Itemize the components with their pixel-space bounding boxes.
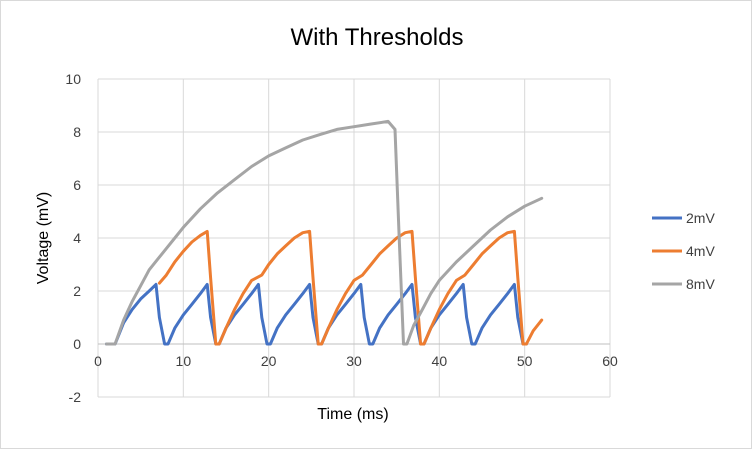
gridlines bbox=[97, 78, 611, 398]
chart-title: With Thresholds bbox=[291, 24, 464, 51]
x-tick-label: 30 bbox=[346, 353, 362, 369]
y-tick-label: 4 bbox=[73, 230, 81, 246]
series-line-4mV bbox=[157, 229, 544, 346]
series-line-8mV bbox=[105, 119, 544, 346]
y-tick-label: 6 bbox=[73, 177, 81, 193]
y-tick-label: 0 bbox=[73, 336, 81, 352]
y-tick-label: 8 bbox=[73, 124, 81, 140]
x-tick-label: 50 bbox=[517, 353, 533, 369]
legend-label: 8mV bbox=[686, 276, 715, 292]
x-tick-label: 40 bbox=[432, 353, 448, 369]
y-tick-label: -2 bbox=[69, 389, 82, 405]
x-axis-title: Time (ms) bbox=[317, 406, 388, 423]
legend-label: 2mV bbox=[686, 210, 715, 226]
x-tick-label: 20 bbox=[261, 353, 277, 369]
x-tick-label: 10 bbox=[176, 353, 192, 369]
x-tick-label: 60 bbox=[602, 353, 618, 369]
x-tick-label: 0 bbox=[94, 353, 102, 369]
legend: 2mV 4mV 8mV bbox=[652, 210, 715, 292]
y-axis-title: Voltage (mV) bbox=[35, 192, 52, 284]
y-tick-label: 2 bbox=[73, 283, 81, 299]
y-tick-label: 10 bbox=[65, 71, 81, 87]
legend-label: 4mV bbox=[686, 243, 715, 259]
series-lines bbox=[105, 119, 544, 346]
